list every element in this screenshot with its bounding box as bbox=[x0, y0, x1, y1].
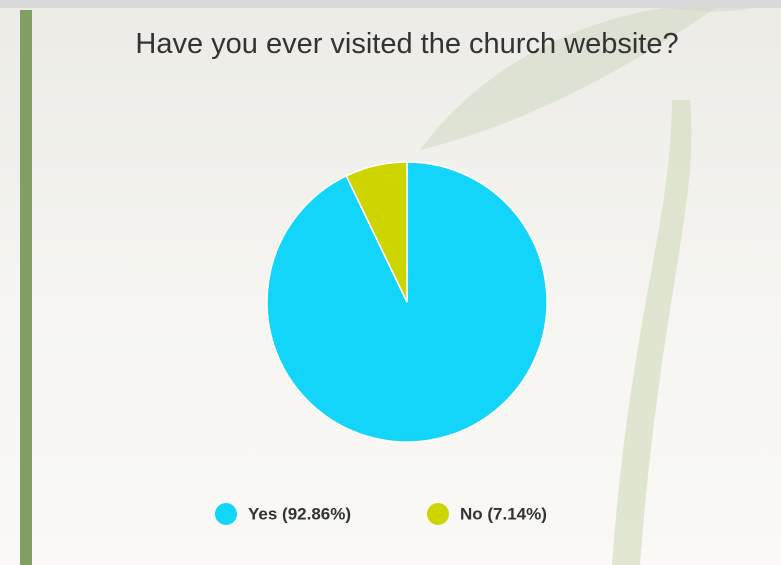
legend-marker bbox=[215, 503, 237, 525]
pie-slice bbox=[345, 161, 408, 303]
legend-label: Yes (92.86%) bbox=[248, 504, 351, 523]
legend-marker bbox=[427, 503, 449, 525]
legend-label: No (7.14%) bbox=[460, 504, 547, 523]
chart-title: Have you ever visited the church website… bbox=[135, 28, 679, 60]
